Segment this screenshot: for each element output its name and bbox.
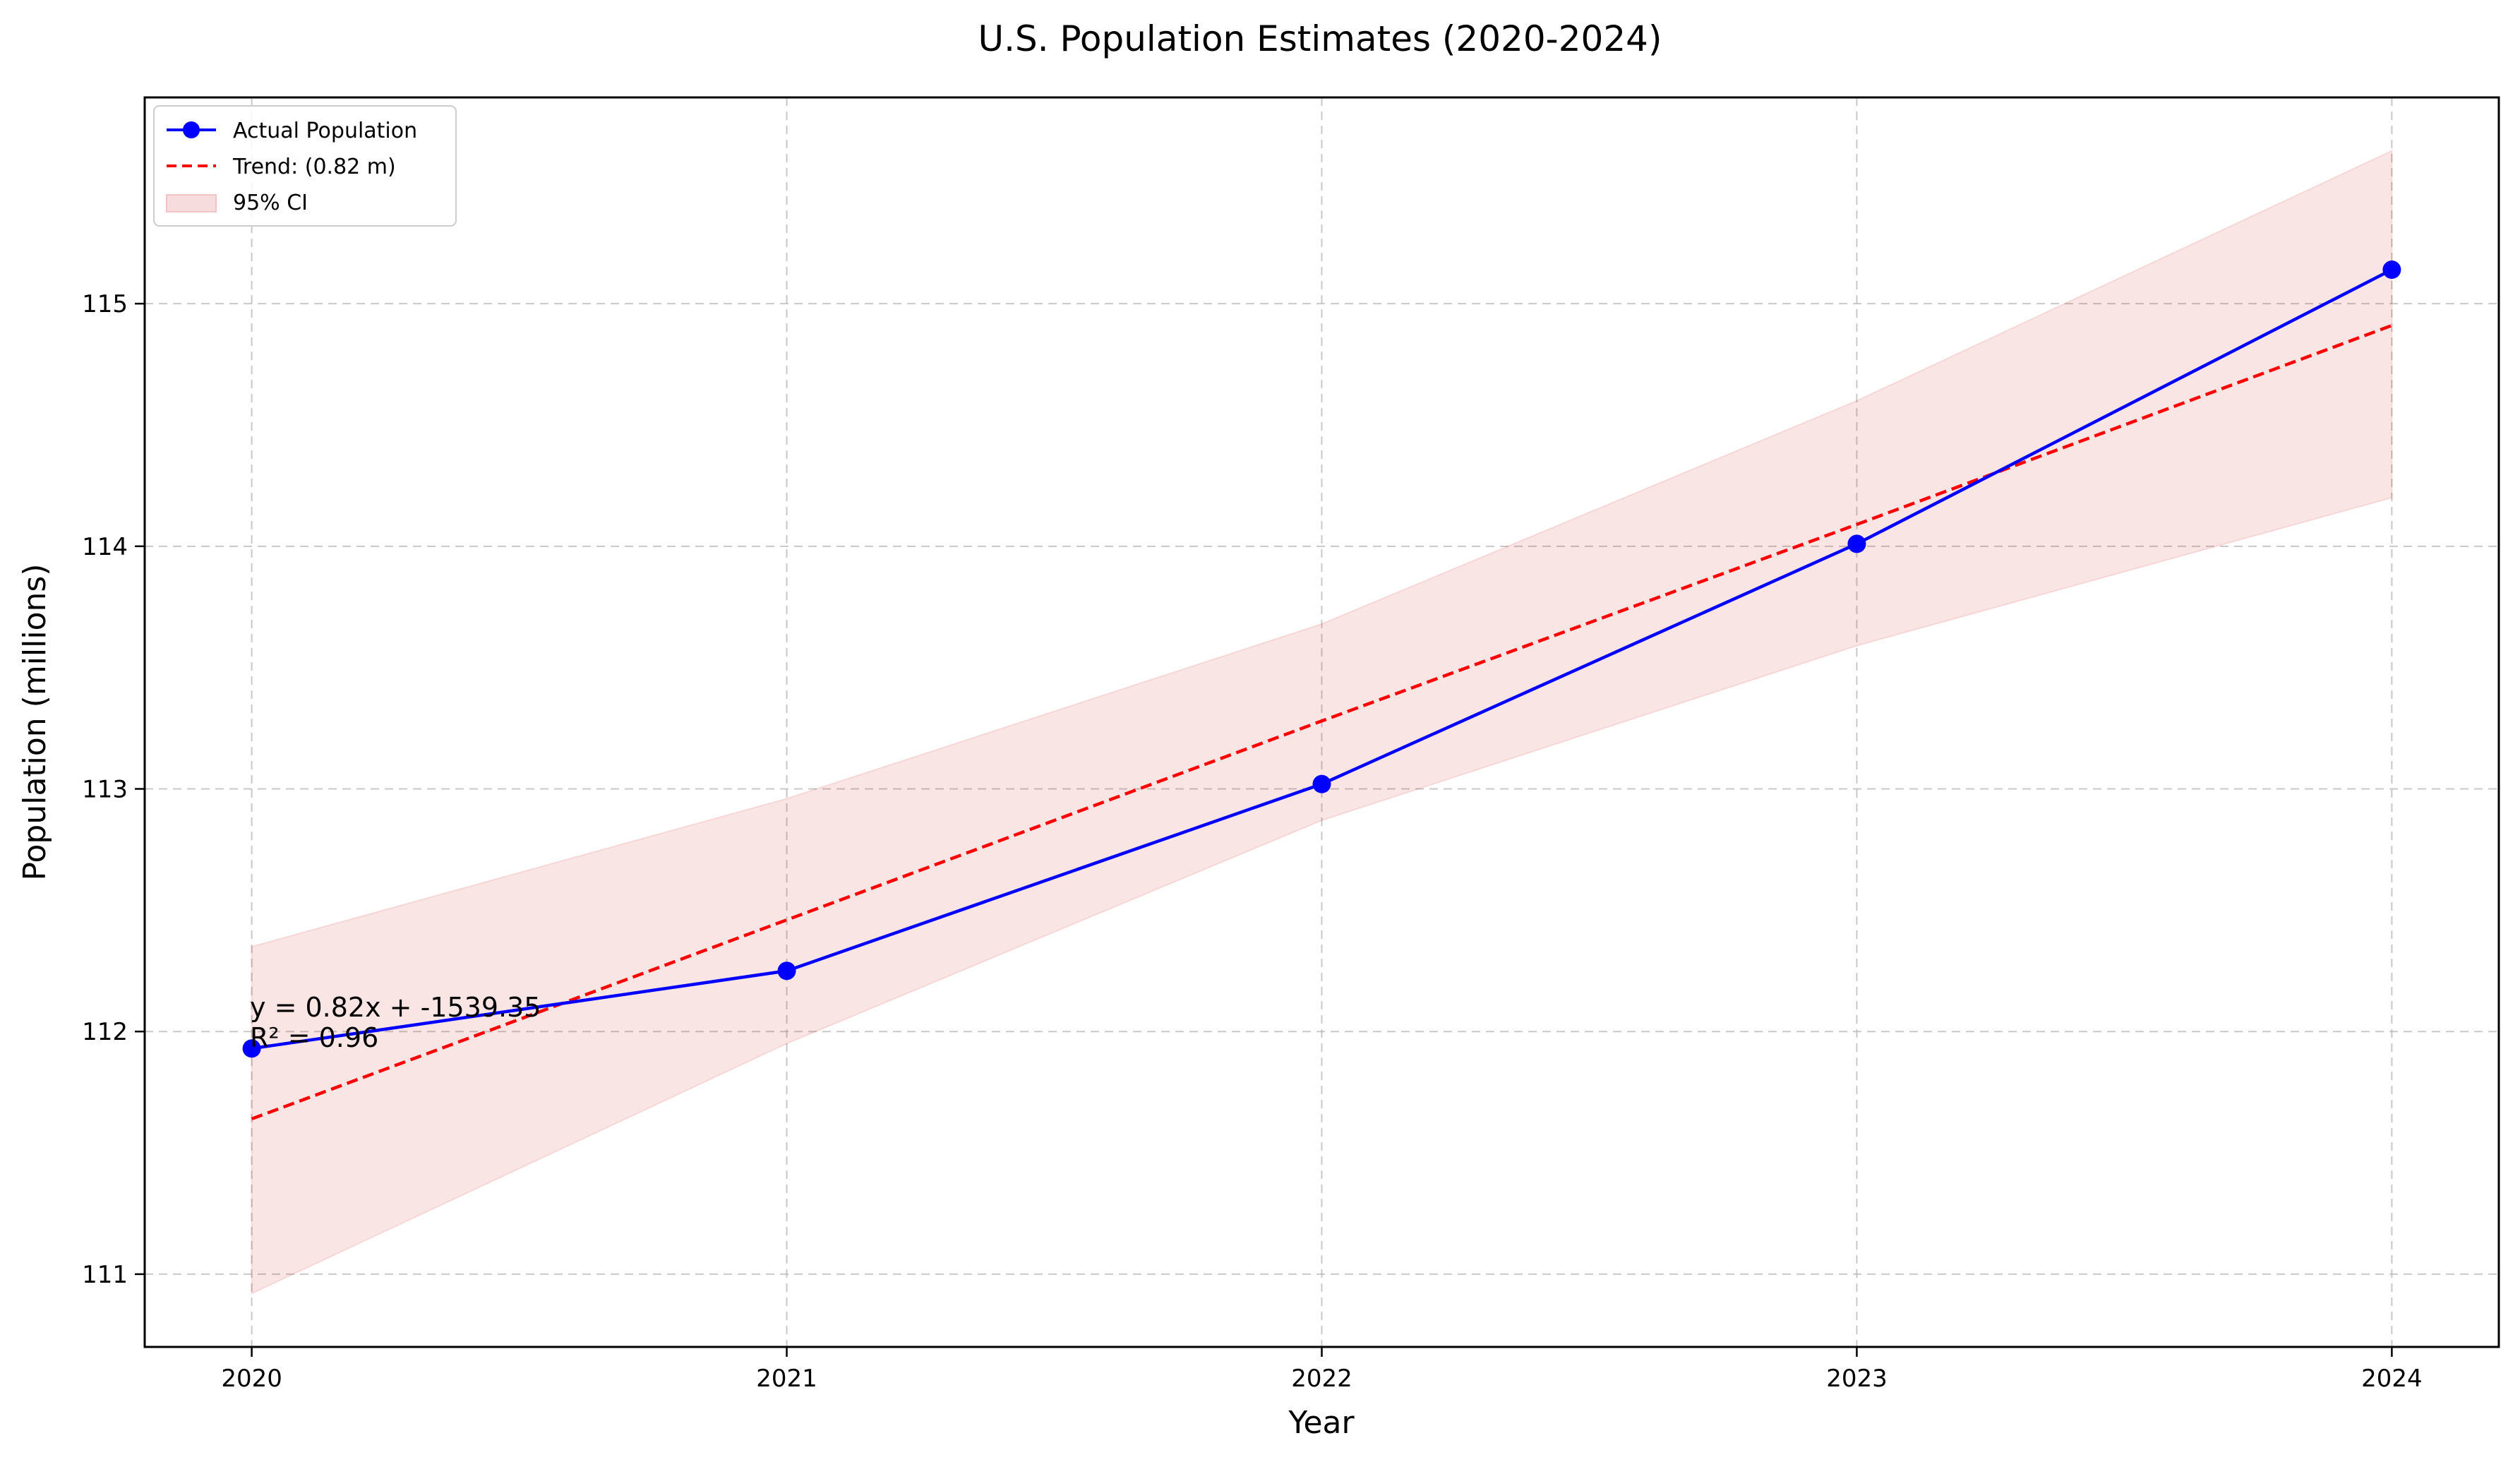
y-tick-label: 114 bbox=[82, 533, 128, 561]
legend-ci-patch bbox=[166, 194, 217, 212]
trend-line bbox=[251, 323, 2393, 1121]
x-tick-label: 2020 bbox=[221, 1365, 282, 1393]
legend-box bbox=[153, 105, 457, 227]
actual-population-point bbox=[777, 961, 796, 981]
x-tick-label: 2022 bbox=[1291, 1365, 1352, 1393]
legend: Actual Population Trend: (0.82 m) 95% CI bbox=[153, 105, 457, 227]
actual-population-point bbox=[1847, 534, 1866, 553]
legend-ci-label: 95% CI bbox=[233, 191, 308, 215]
y-tick-label: 113 bbox=[82, 776, 128, 804]
actual-population-point bbox=[2382, 260, 2401, 280]
y-axis-label: Population (millions) bbox=[17, 564, 53, 881]
actual-layer bbox=[242, 260, 2401, 1058]
actual-population-point bbox=[1312, 774, 1331, 793]
x-tick-label: 2024 bbox=[2361, 1365, 2423, 1393]
y-tick-label: 111 bbox=[82, 1261, 128, 1289]
y-tick-label: 112 bbox=[82, 1018, 128, 1046]
r2-annotation: R² = 0.96 bbox=[250, 1022, 378, 1053]
equation-annotation: y = 0.82x + -1539.35 bbox=[250, 992, 541, 1023]
x-axis-label: Year bbox=[1288, 1405, 1355, 1441]
legend-trend-label: Trend: (0.82 m) bbox=[232, 155, 396, 179]
legend-actual-marker bbox=[183, 121, 200, 138]
y-tick-label: 115 bbox=[82, 290, 128, 318]
legend-actual-label: Actual Population bbox=[233, 119, 417, 143]
chart-title: U.S. Population Estimates (2020-2024) bbox=[978, 18, 1662, 59]
actual-population-point bbox=[242, 1039, 261, 1058]
x-tick-label: 2021 bbox=[756, 1365, 817, 1393]
x-tick-label: 2023 bbox=[1826, 1365, 1888, 1393]
trend-layer bbox=[251, 323, 2393, 1121]
ticks: 2020 2021 2022 2023 2024 111 112 113 114 115 bbox=[82, 290, 2423, 1393]
